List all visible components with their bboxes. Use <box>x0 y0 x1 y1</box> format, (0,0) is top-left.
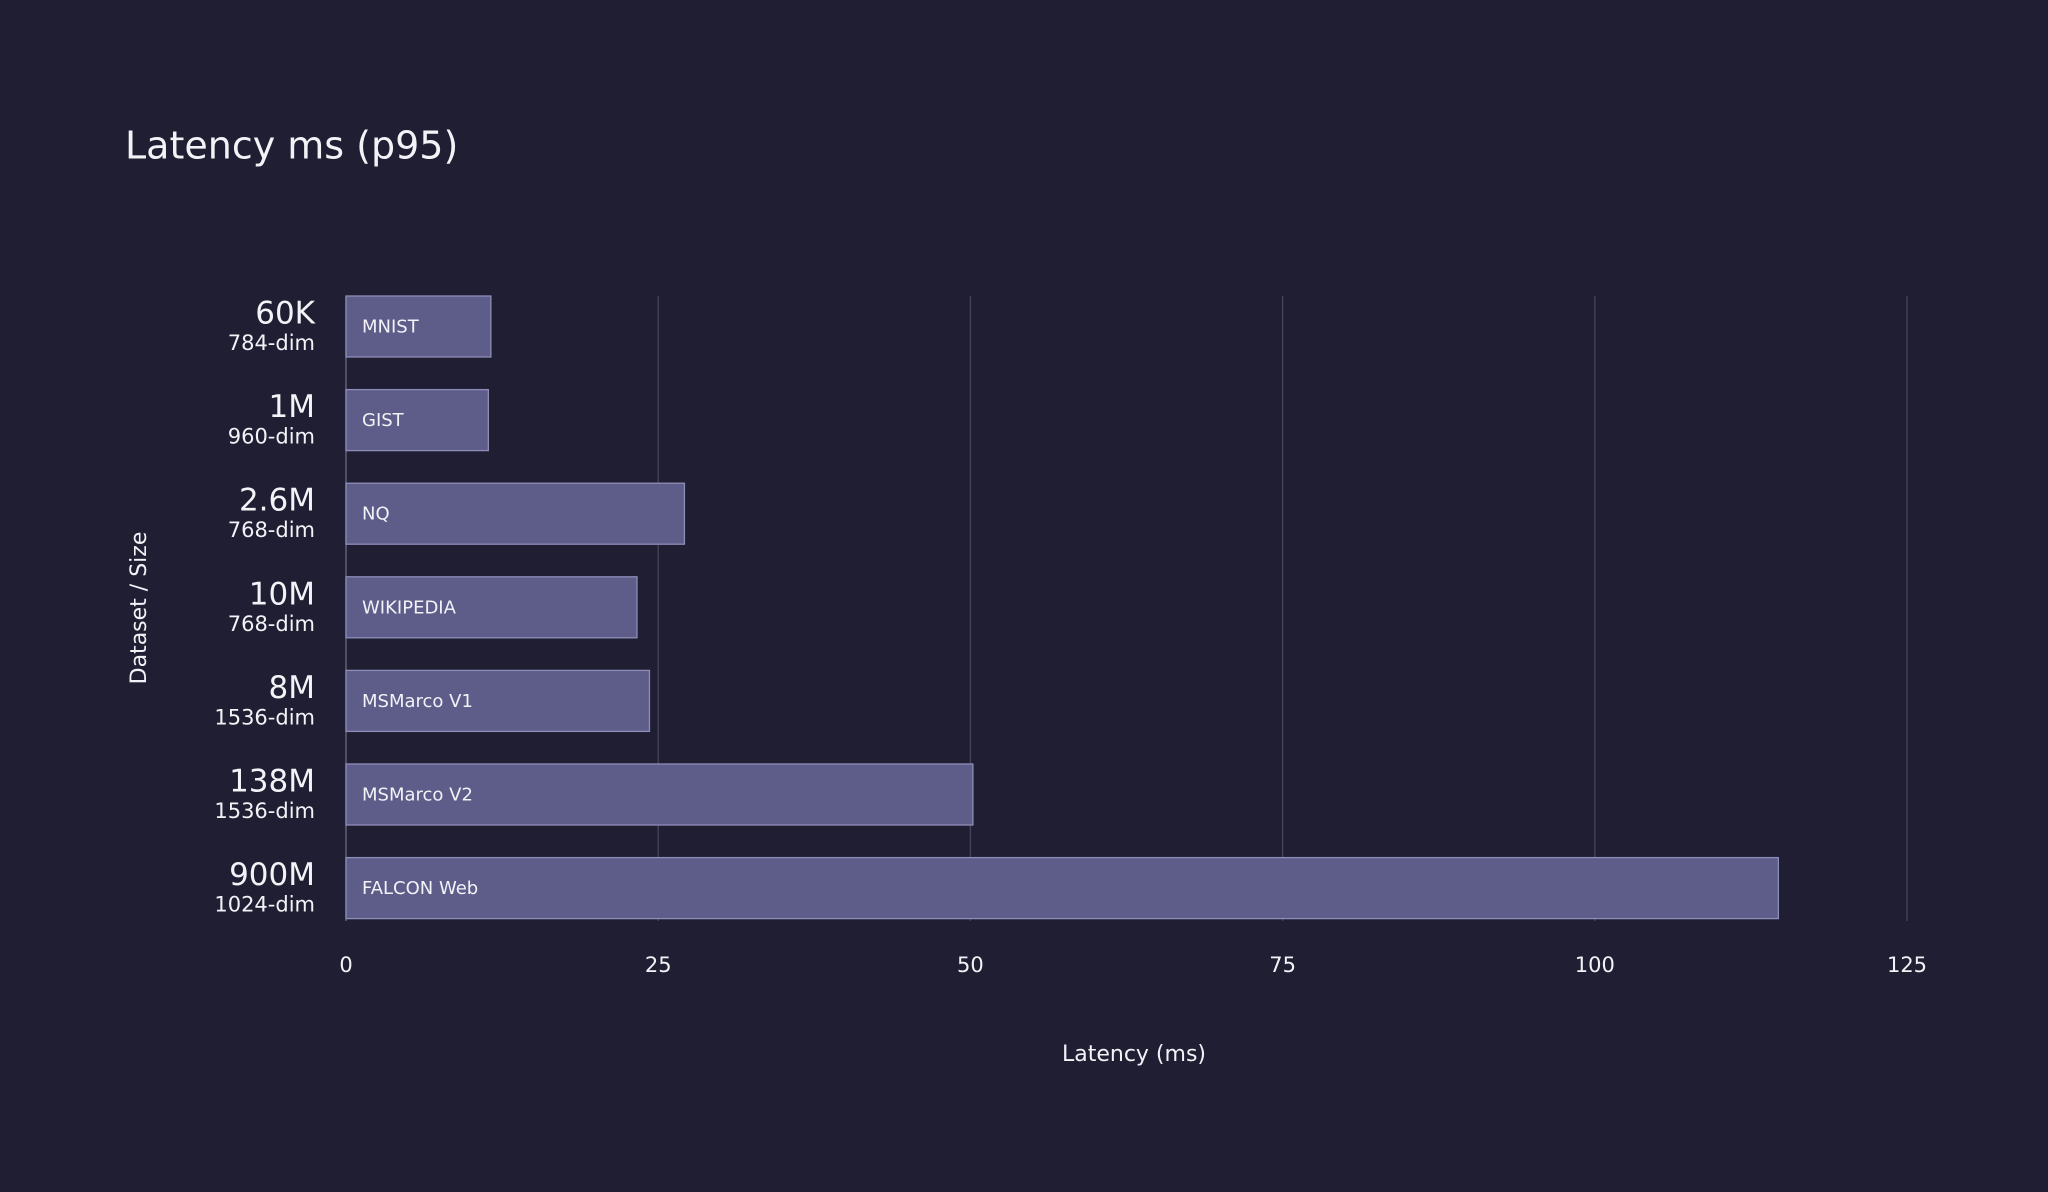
x-tick-label: 0 <box>339 953 352 977</box>
category-sublabel: 1024-dim <box>214 893 315 917</box>
bar <box>345 482 686 545</box>
x-tick-label: 50 <box>957 953 984 977</box>
category-sublabel: 1536-dim <box>214 799 315 823</box>
category-sublabel: 1536-dim <box>214 705 315 729</box>
x-tick-label: 100 <box>1575 953 1615 977</box>
category-label: 900M <box>229 857 315 893</box>
category-label: 10M <box>249 576 315 612</box>
x-axis-label: Latency (ms) <box>1062 1042 1206 1067</box>
bar <box>345 763 974 826</box>
category-label: 138M <box>229 764 315 800</box>
category-sublabel: 768-dim <box>228 612 315 636</box>
bar <box>345 669 651 733</box>
bar-label: MNIST <box>362 317 420 338</box>
bar-label: GIST <box>362 410 405 431</box>
x-tick-label: 125 <box>1887 953 1927 977</box>
bar-label: WIKIPEDIA <box>362 597 457 618</box>
bar <box>345 388 490 452</box>
category-label: 60K <box>255 296 315 332</box>
category-label: 2.6M <box>239 483 315 519</box>
category-label: 8M <box>269 670 315 706</box>
bar <box>345 295 492 358</box>
bar <box>345 576 638 639</box>
chart-title: Latency ms (p95) <box>125 124 458 168</box>
x-tick-label: 75 <box>1269 953 1296 977</box>
bar-label: FALCON Web <box>362 878 478 899</box>
bar-label: NQ <box>362 504 390 525</box>
category-sublabel: 768-dim <box>228 518 315 542</box>
category-sublabel: 960-dim <box>228 425 315 449</box>
category-label: 1M <box>269 389 315 425</box>
bar-label: MSMarco V1 <box>362 691 473 712</box>
category-sublabel: 784-dim <box>228 331 315 355</box>
y-axis-label: Dataset / Size <box>127 532 152 685</box>
bar <box>345 856 1780 920</box>
x-tick-label: 25 <box>645 953 672 977</box>
bar-label: MSMarco V2 <box>362 785 473 806</box>
